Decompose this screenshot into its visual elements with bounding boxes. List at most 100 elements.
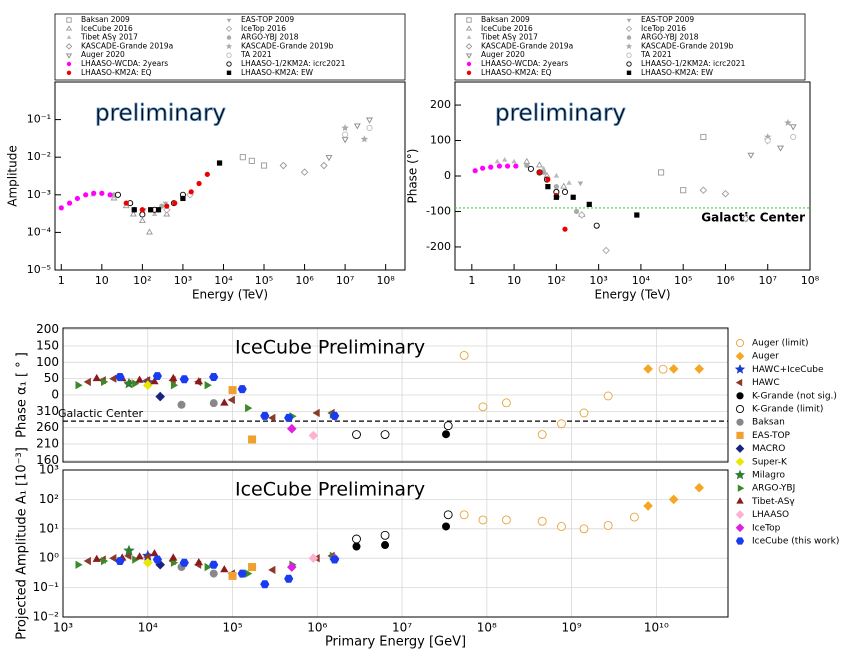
y-tick-label: 150 bbox=[36, 338, 59, 352]
marker bbox=[330, 411, 340, 420]
marker bbox=[75, 560, 83, 569]
marker bbox=[536, 169, 543, 176]
marker bbox=[114, 191, 122, 198]
legend-label: IceTop bbox=[752, 523, 781, 533]
watermark: IceCube Preliminary bbox=[235, 337, 425, 359]
marker bbox=[602, 246, 610, 255]
y-tick-label: 0 bbox=[444, 169, 451, 182]
marker bbox=[573, 208, 580, 215]
marker bbox=[123, 544, 135, 556]
x-tick-label: 10⁸ bbox=[376, 274, 395, 287]
x-tick-label: 10⁷ bbox=[392, 621, 412, 635]
y-tick-label: 10² bbox=[39, 492, 59, 506]
legend-label: Baksan 2009 bbox=[81, 15, 130, 24]
marker bbox=[143, 380, 153, 390]
x-tick-label: 10⁶ bbox=[307, 621, 327, 635]
marker bbox=[694, 482, 704, 493]
legend-label: Tibet-ASγ bbox=[751, 497, 795, 507]
x-tick-label: 10⁷ bbox=[759, 274, 777, 287]
marker bbox=[179, 375, 189, 384]
marker bbox=[736, 392, 744, 400]
marker bbox=[442, 522, 451, 531]
marker bbox=[626, 18, 632, 23]
marker bbox=[287, 423, 297, 434]
y-tick-label: 260 bbox=[36, 420, 59, 434]
marker bbox=[626, 35, 632, 40]
marker bbox=[737, 484, 745, 492]
marker bbox=[784, 118, 792, 126]
marker bbox=[341, 137, 349, 144]
marker bbox=[443, 510, 453, 520]
marker bbox=[83, 377, 91, 387]
marker bbox=[466, 61, 472, 67]
y-tick-label: 100 bbox=[36, 355, 59, 369]
marker bbox=[132, 379, 140, 388]
marker bbox=[625, 43, 633, 50]
y-axis-label: Phase (°) bbox=[406, 148, 420, 203]
marker bbox=[680, 187, 687, 194]
y-axis-label: Projected Amplitude A₁ [10⁻³] bbox=[15, 447, 30, 640]
marker bbox=[279, 161, 288, 170]
x-tick-label: 10⁴ bbox=[138, 621, 158, 635]
marker bbox=[513, 163, 519, 169]
watermark: preliminary bbox=[95, 101, 226, 127]
marker bbox=[228, 571, 237, 580]
marker bbox=[527, 165, 534, 172]
marker bbox=[150, 377, 159, 385]
x-axis-label: Energy (TeV) bbox=[594, 288, 670, 302]
marker bbox=[226, 61, 232, 67]
marker bbox=[101, 556, 109, 566]
marker bbox=[494, 158, 500, 164]
marker bbox=[736, 497, 744, 504]
marker bbox=[148, 207, 154, 213]
legend-label: TA 2021 bbox=[640, 50, 672, 59]
legend-label: LHAASO-KM2A: EQ bbox=[81, 68, 152, 77]
marker bbox=[91, 190, 97, 196]
marker bbox=[694, 364, 704, 374]
marker bbox=[146, 228, 153, 235]
marker bbox=[735, 404, 745, 414]
marker bbox=[478, 515, 488, 525]
x-tick-label: 10⁶ bbox=[716, 274, 735, 287]
marker bbox=[248, 435, 257, 444]
marker bbox=[341, 124, 349, 132]
y-tick-label: 0 bbox=[51, 388, 59, 402]
marker bbox=[360, 135, 369, 143]
marker bbox=[553, 172, 560, 178]
y-tick-label: 10⁻² bbox=[33, 610, 60, 624]
marker bbox=[472, 168, 478, 174]
panel: 10³ 10⁴ 10⁵ 10⁶ 10⁷ 10⁸ 10⁹ 10¹⁰ 10⁻² 10⁻¹ 10⁰ 10¹ 1… bbox=[15, 447, 729, 650]
marker bbox=[735, 537, 745, 545]
marker bbox=[74, 195, 81, 202]
marker bbox=[65, 43, 73, 50]
marker bbox=[603, 391, 613, 401]
plot-frame bbox=[62, 469, 729, 618]
y-tick-label: 200 bbox=[36, 322, 59, 336]
plot-frame bbox=[54, 81, 406, 271]
legend-label: IceCube 2016 bbox=[81, 24, 133, 33]
legend-label: Auger 2020 bbox=[81, 50, 125, 59]
marker bbox=[634, 212, 640, 218]
marker bbox=[366, 117, 373, 124]
x-tick-label: 10⁴ bbox=[214, 274, 233, 287]
marker bbox=[132, 555, 140, 564]
y-tick-label: 10¹ bbox=[39, 521, 59, 535]
marker bbox=[562, 226, 568, 232]
marker bbox=[164, 203, 170, 209]
marker bbox=[209, 399, 218, 408]
legend-label: Tibet ASγ 2017 bbox=[480, 33, 538, 42]
marker bbox=[643, 364, 653, 374]
legend-label: IceCube (this work) bbox=[752, 537, 839, 547]
marker bbox=[152, 372, 162, 380]
marker bbox=[496, 163, 503, 169]
x-axis-label: Primary Energy [GeV] bbox=[325, 635, 466, 650]
marker bbox=[209, 560, 219, 569]
marker bbox=[603, 521, 613, 530]
marker bbox=[352, 430, 361, 439]
x-tick-label: 10⁹ bbox=[562, 621, 582, 635]
marker bbox=[789, 124, 797, 131]
legend-label: HAWC bbox=[752, 378, 780, 388]
marker bbox=[466, 70, 472, 76]
marker bbox=[194, 558, 203, 566]
y-tick-label: 10⁻¹ bbox=[27, 113, 51, 126]
